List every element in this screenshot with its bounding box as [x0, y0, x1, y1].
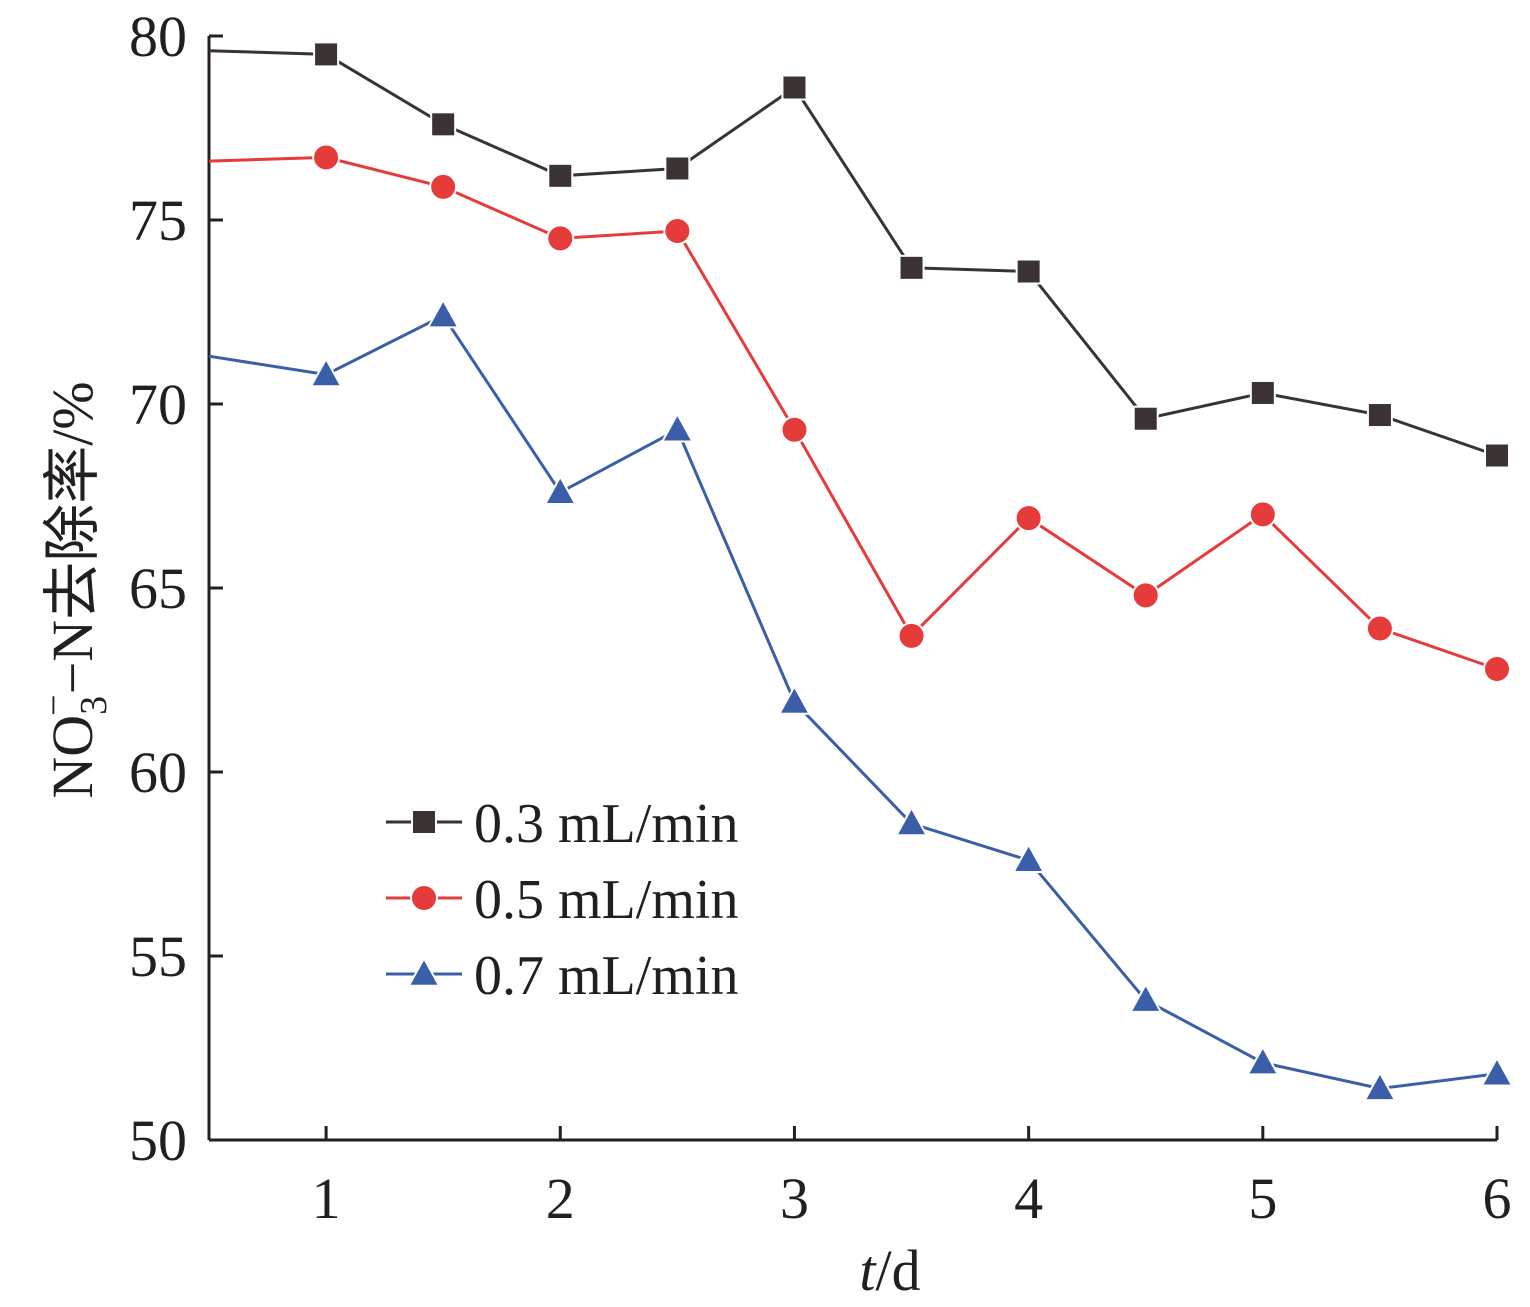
y-tick-label: 50 — [129, 1108, 187, 1173]
data-point-series-3 — [1128, 982, 1163, 1013]
data-point-series-3 — [543, 474, 578, 506]
y-axis-label-subscript: 3 — [73, 696, 115, 715]
y-tick-label: 55 — [129, 924, 187, 989]
x-tick-label: 3 — [780, 1166, 809, 1231]
series-line-1 — [208, 49, 1498, 457]
data-point-series-1 — [1132, 405, 1159, 432]
data-point-series-2 — [1365, 614, 1394, 643]
y-ticks: 50 55 60 65 70 75 80 — [129, 4, 223, 1173]
y-tick-label: 60 — [129, 740, 187, 805]
y-axis-label: NO3−−N去除率/% — [33, 381, 115, 798]
data-point-series-1 — [1015, 258, 1042, 285]
legend-label: 0.7 mL/min — [474, 945, 738, 1007]
legend: 0.3 mL/min 0.5 mL/min 0.7 mL/min — [386, 793, 738, 1007]
data-point-series-1 — [664, 155, 691, 182]
x-tick-label: 1 — [312, 1166, 341, 1231]
y-tick-label: 80 — [129, 4, 187, 69]
data-point-series-2 — [897, 621, 926, 650]
data-point-series-1 — [898, 254, 925, 281]
data-point-series-3 — [777, 684, 812, 715]
legend-label: 0.5 mL/min — [474, 869, 738, 931]
data-point-series-2 — [663, 217, 692, 246]
data-point-series-2 — [780, 415, 809, 444]
legend-marker — [410, 884, 438, 912]
data-point-series-2 — [1248, 500, 1277, 529]
y-axis-label-rest: −N去除率/% — [40, 381, 105, 694]
x-tick-label: 6 — [1483, 1166, 1512, 1231]
data-point-series-1 — [1366, 402, 1393, 429]
data-point-series-2 — [1483, 654, 1511, 683]
x-tick-label: 4 — [1014, 1166, 1043, 1231]
data-point-series-1 — [1249, 379, 1276, 406]
data-point-series-3 — [894, 805, 929, 837]
data-point-series-1 — [430, 111, 457, 138]
legend-item: 0.7 mL/min — [386, 945, 738, 1007]
data-point-series-3 — [1011, 842, 1046, 874]
y-axis-label-main: NO — [40, 715, 105, 799]
data-point-series-2 — [546, 224, 575, 253]
data-point-series-2 — [1014, 504, 1043, 533]
data-point-series-2 — [312, 143, 341, 172]
x-axis-label-unit: /d — [876, 1238, 921, 1303]
legend-marker — [407, 956, 441, 987]
y-tick-label: 65 — [129, 556, 187, 621]
y-tick-label: 70 — [129, 372, 187, 437]
legend-label: 0.3 mL/min — [474, 793, 738, 855]
data-point-series-3 — [1246, 1045, 1280, 1076]
series-line-3 — [208, 313, 1498, 1091]
data-point-series-3 — [1363, 1070, 1397, 1102]
legend-item: 0.3 mL/min — [386, 793, 738, 855]
x-tick-label: 5 — [1248, 1166, 1277, 1231]
data-point-series-3 — [1480, 1056, 1514, 1087]
series-line-2 — [208, 155, 1498, 671]
data-point-series-2 — [429, 172, 458, 201]
data-point-series-1 — [547, 162, 574, 189]
data-point-series-2 — [1131, 581, 1160, 610]
x-ticks: 1 2 3 4 5 6 — [312, 1126, 1512, 1231]
data-point-series-3 — [660, 412, 695, 443]
series-markers — [309, 41, 1514, 1102]
x-tick-label: 2 — [546, 1166, 575, 1231]
series-lines — [208, 49, 1498, 1091]
data-point-series-3 — [426, 298, 460, 329]
x-axis-label: t/d — [859, 1238, 920, 1303]
data-point-series-1 — [781, 74, 808, 101]
y-axis-label-superscript: − — [33, 694, 75, 715]
data-point-series-1 — [313, 41, 340, 68]
data-point-series-1 — [1484, 442, 1510, 469]
x-axis-label-variable: t — [859, 1238, 877, 1303]
y-tick-label: 75 — [129, 188, 187, 253]
legend-marker — [411, 809, 437, 835]
data-point-series-3 — [309, 356, 343, 388]
legend-item: 0.5 mL/min — [386, 869, 738, 931]
